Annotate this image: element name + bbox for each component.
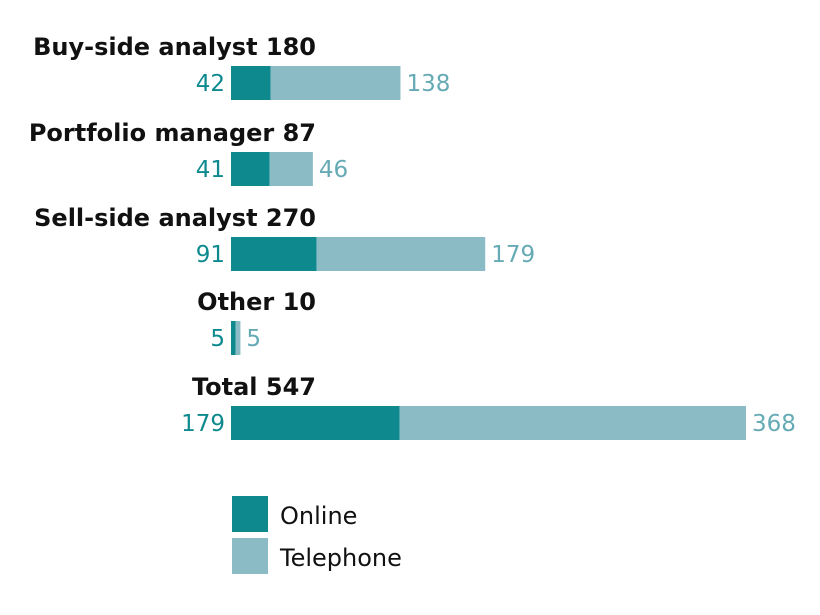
category-label: Other 10	[197, 288, 316, 316]
data-label-online: 41	[196, 157, 225, 183]
data-label-online: 179	[181, 411, 225, 437]
bar-telephone	[235, 321, 241, 355]
bar-online	[231, 152, 270, 186]
data-label-telephone: 5	[246, 326, 261, 352]
legend: Online Telephone	[232, 496, 402, 574]
legend-swatch-online	[232, 496, 268, 532]
bar-online	[231, 237, 317, 271]
data-label-telephone: 138	[406, 71, 450, 97]
labels-layer: Buy-side analyst 180 42 138 Portfolio manag…	[29, 33, 796, 437]
category-label: Portfolio manager 87	[29, 119, 316, 147]
bar-telephone	[269, 152, 313, 186]
data-label-online: 42	[196, 71, 225, 97]
legend-label-online: Online	[280, 502, 357, 530]
category-label: Total 547	[192, 373, 316, 401]
bar-telephone	[316, 237, 486, 271]
bar-telephone	[270, 66, 401, 100]
legend-swatch-telephone	[232, 538, 268, 574]
category-label: Buy-side analyst 180	[33, 33, 316, 61]
data-label-online: 5	[210, 326, 225, 352]
bar-online	[231, 66, 271, 100]
legend-label-telephone: Telephone	[279, 544, 402, 572]
data-label-online: 91	[196, 242, 225, 268]
category-label: Sell-side analyst 270	[34, 204, 316, 232]
bars-layer	[231, 66, 747, 440]
bar-online	[231, 406, 400, 440]
bar-telephone	[399, 406, 747, 440]
data-label-telephone: 46	[319, 157, 348, 183]
data-label-telephone: 368	[752, 411, 796, 437]
bar-online	[231, 321, 236, 355]
data-label-telephone: 179	[491, 242, 535, 268]
